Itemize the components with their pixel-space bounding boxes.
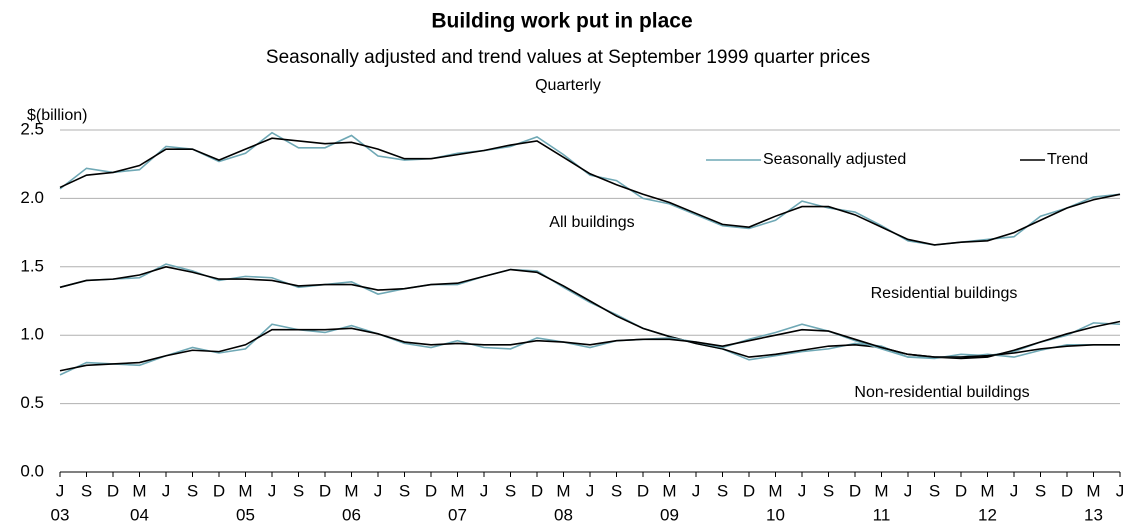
x-tick-label: J <box>374 481 383 500</box>
y-tick-label: 1.0 <box>20 325 44 344</box>
x-tick-label: M <box>980 481 994 500</box>
x-year-label: 11 <box>873 505 891 524</box>
x-tick-label: S <box>611 481 622 500</box>
x-tick-label: D <box>319 481 331 500</box>
y-tick-label: 2.5 <box>20 119 44 138</box>
x-tick-label: M <box>662 481 676 500</box>
x-tick-label: S <box>929 481 940 500</box>
x-tick-label: D <box>425 481 437 500</box>
x-tick-label: J <box>162 481 171 500</box>
x-tick-label: M <box>344 481 358 500</box>
x-tick-label: S <box>187 481 198 500</box>
x-tick-label: J <box>268 481 277 500</box>
x-tick-label: J <box>904 481 913 500</box>
x-year-label: 08 <box>554 505 573 524</box>
x-tick-label: S <box>399 481 410 500</box>
y-tick-label: 0.5 <box>20 393 44 412</box>
frequency-label: Quarterly <box>535 77 601 94</box>
x-year-label: 12 <box>978 505 997 524</box>
x-tick-label: J <box>480 481 489 500</box>
x-year-label: 04 <box>130 505 149 524</box>
x-tick-label: S <box>505 481 516 500</box>
chart-subtitle: Seasonally adjusted and trend values at … <box>266 47 870 68</box>
x-year-label: 05 <box>236 505 255 524</box>
y-tick-label: 1.5 <box>20 256 44 275</box>
legend-label: Seasonally adjusted <box>763 151 906 168</box>
y-axis-label: $(billion) <box>27 107 87 124</box>
group-label: Non-residential buildings <box>854 384 1029 401</box>
x-year-label: 07 <box>448 505 467 524</box>
x-tick-label: J <box>692 481 701 500</box>
x-tick-label: D <box>637 481 649 500</box>
x-tick-label: D <box>1061 481 1073 500</box>
x-tick-label: D <box>213 481 225 500</box>
x-tick-label: S <box>823 481 834 500</box>
x-year-label: 10 <box>766 505 785 524</box>
x-tick-label: J <box>798 481 807 500</box>
x-tick-label: M <box>1086 481 1100 500</box>
x-tick-label: S <box>1035 481 1046 500</box>
x-tick-label: D <box>743 481 755 500</box>
x-year-label: 13 <box>1084 505 1103 524</box>
x-tick-label: M <box>132 481 146 500</box>
x-tick-label: S <box>293 481 304 500</box>
series-line <box>59 137 1121 246</box>
x-tick-label: M <box>450 481 464 500</box>
x-tick-label: J <box>56 481 65 500</box>
x-tick-label: D <box>849 481 861 500</box>
x-tick-label: M <box>768 481 782 500</box>
x-tick-label: S <box>717 481 728 500</box>
group-label: Residential buildings <box>871 285 1018 302</box>
x-tick-label: D <box>531 481 543 500</box>
x-tick-label: S <box>81 481 92 500</box>
x-tick-label: J <box>1010 481 1019 500</box>
x-year-label: 09 <box>660 505 679 524</box>
legend-label: Trend <box>1047 151 1088 168</box>
x-tick-label: D <box>955 481 967 500</box>
x-tick-label: M <box>238 481 252 500</box>
group-label: All buildings <box>549 214 634 231</box>
y-tick-label: 0.0 <box>20 461 44 480</box>
series-line <box>59 323 1120 376</box>
chart-title: Building work put in place <box>431 10 692 33</box>
x-year-label: 03 <box>51 505 70 524</box>
x-tick-label: J <box>1116 481 1125 500</box>
x-tick-label: J <box>586 481 595 500</box>
y-tick-label: 2.0 <box>20 188 44 207</box>
x-tick-label: D <box>107 481 119 500</box>
x-tick-label: M <box>556 481 570 500</box>
series-line <box>59 327 1120 372</box>
x-tick-label: M <box>874 481 888 500</box>
x-year-label: 06 <box>342 505 361 524</box>
